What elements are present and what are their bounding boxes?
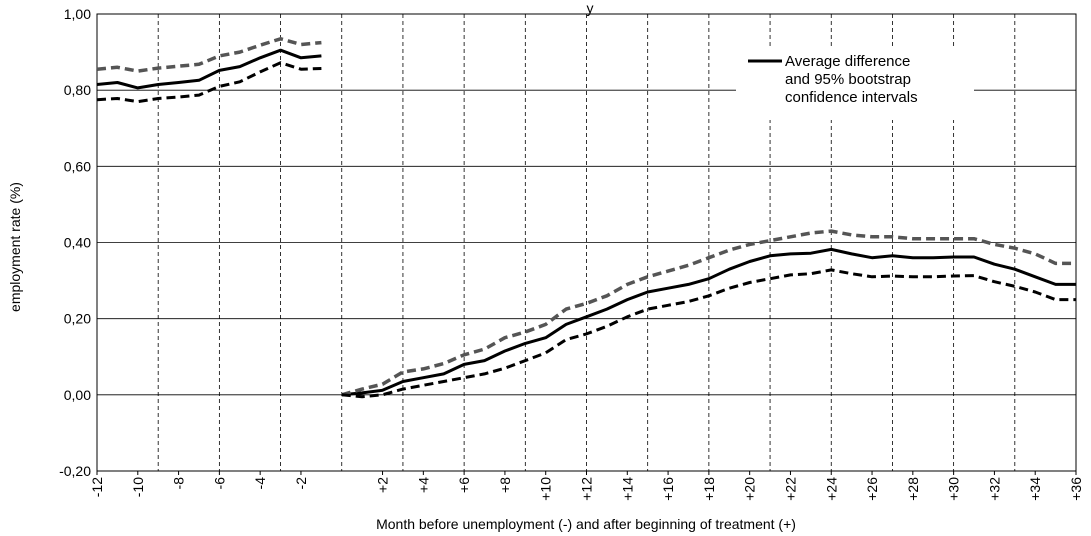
x-axis-ticks: -12 -10 -8 -6 -4 -2 +2 +4 +6 +8 +10 +12 +14 +16 +18 +20… [89,471,1084,501]
x-tick-label: +20 [742,477,758,501]
series-mean-line [96,48,322,90]
x-tick-label: +4 [415,477,431,493]
legend-line-1: Average difference [785,53,910,70]
x-tick-label: +26 [864,477,880,501]
y-tick-label: 0,20 [64,311,91,327]
legend-line-2: and 95% bootstrap [785,71,911,88]
x-tick-label: -2 [293,477,309,490]
x-tick-label: +18 [701,477,717,501]
series-mean-line [341,247,1076,397]
x-tick-label: +12 [579,477,595,501]
y-tick-label: 0,80 [64,82,91,98]
x-tick-label: +22 [782,477,798,501]
series-lines [96,37,1076,399]
x-tick-label: -10 [130,477,146,497]
series-lower-line [96,61,322,104]
x-tick-label: +34 [1027,477,1043,501]
y-tick-label: 0,00 [64,387,91,403]
x-tick-label: +2 [375,477,391,493]
grid-lines [97,13,1076,472]
series-upper-line [96,37,322,73]
y-axis-title: employment rate (%) [7,182,23,312]
legend-line-3: confidence intervals [785,89,918,106]
x-tick-label: +6 [456,477,472,493]
y-tick-label: 0,60 [64,158,91,174]
chart-title-fragment: y [587,0,594,16]
x-tick-label: +14 [619,477,635,501]
x-tick-label: -6 [211,477,227,490]
x-tick-label: +32 [986,477,1002,501]
y-tick-label: -0,20 [59,463,91,479]
x-tick-label: -8 [171,477,187,490]
legend: Average difference and 95% bootstrap con… [736,48,974,120]
y-tick-label: 0,40 [64,235,91,251]
x-tick-label: +10 [538,477,554,501]
x-tick-label: -12 [89,477,105,497]
x-tick-label: +16 [660,477,676,501]
x-tick-label: -4 [252,477,268,490]
y-axis-ticks: -0,20 0,00 0,20 0,40 0,60 0,80 1,00 [59,6,91,479]
x-tick-label: +36 [1068,477,1084,501]
y-tick-label: 1,00 [64,6,91,22]
series-lower-line [341,268,1076,399]
x-tick-label: +8 [497,477,513,493]
x-tick-label: +30 [946,477,962,501]
x-tick-label: +28 [905,477,921,501]
series-upper-line [341,229,1076,397]
x-tick-label: +24 [823,477,839,501]
x-axis-title: Month before unemployment (-) and after … [376,516,796,532]
